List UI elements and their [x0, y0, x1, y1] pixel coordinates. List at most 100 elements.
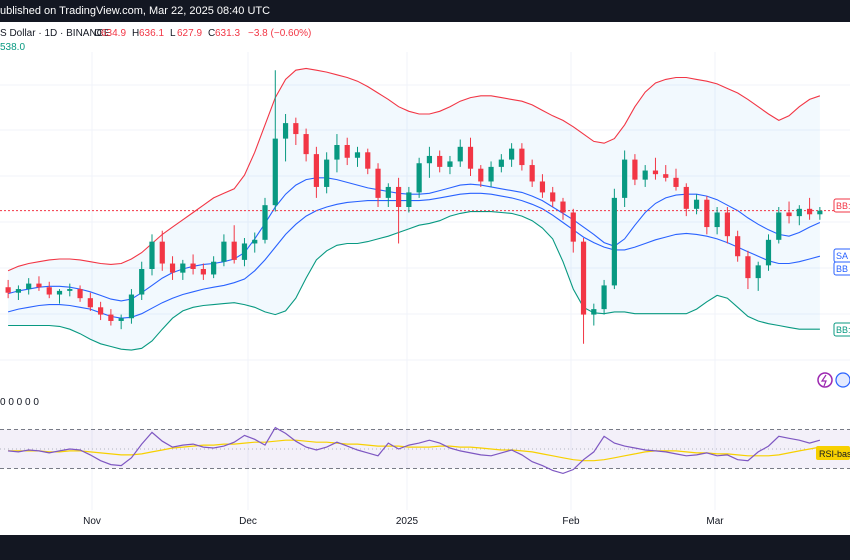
- candle[interactable]: [139, 261, 145, 300]
- price-chart[interactable]: S Dollar · 1D · BINANCE O 634.9 H 636.1 L 627…: [0, 0, 850, 535]
- candle[interactable]: [118, 314, 124, 330]
- candle[interactable]: [817, 207, 823, 220]
- candle[interactable]: [46, 281, 52, 299]
- candle-body: [796, 208, 802, 217]
- candle[interactable]: [457, 139, 463, 167]
- candle[interactable]: [683, 183, 689, 217]
- candle[interactable]: [395, 177, 402, 244]
- candle[interactable]: [591, 303, 597, 326]
- price-tag-label: BB: [836, 264, 848, 274]
- candle-body: [26, 283, 32, 290]
- candle[interactable]: [190, 254, 196, 275]
- candle-body: [108, 314, 114, 321]
- grid-lines: [0, 52, 850, 510]
- candle[interactable]: [519, 143, 525, 171]
- candle[interactable]: [159, 230, 165, 271]
- candle[interactable]: [622, 150, 628, 207]
- candle[interactable]: [673, 168, 679, 191]
- candle[interactable]: [272, 70, 278, 212]
- candle[interactable]: [509, 143, 515, 167]
- candle[interactable]: [5, 279, 11, 299]
- candle[interactable]: [241, 238, 248, 267]
- candle[interactable]: [478, 165, 484, 187]
- candle[interactable]: [15, 285, 22, 300]
- candle[interactable]: [108, 309, 114, 326]
- candle[interactable]: [303, 128, 309, 162]
- candle[interactable]: [745, 250, 751, 290]
- candle[interactable]: [796, 205, 802, 226]
- candle[interactable]: [550, 186, 556, 207]
- ohlc-values: O 634.9 H 636.1 L 627.9 C 631.3 −3.8 (−0.60%): [94, 28, 311, 39]
- candle[interactable]: [724, 207, 730, 244]
- candle-body: [241, 243, 248, 260]
- candle[interactable]: [765, 234, 772, 271]
- candle[interactable]: [354, 146, 361, 167]
- candle[interactable]: [652, 157, 659, 180]
- candle[interactable]: [77, 285, 83, 302]
- candle-body: [344, 145, 350, 158]
- candle[interactable]: [406, 186, 412, 213]
- candle[interactable]: [704, 196, 710, 235]
- candle[interactable]: [149, 234, 155, 276]
- candle[interactable]: [426, 146, 433, 178]
- x-axis-ticks: Nov Dec 2025 Feb Mar: [83, 516, 724, 527]
- candle[interactable]: [324, 152, 330, 194]
- candle[interactable]: [663, 165, 669, 182]
- candle[interactable]: [385, 183, 391, 207]
- candle[interactable]: [611, 188, 617, 290]
- candle[interactable]: [580, 238, 587, 344]
- candle[interactable]: [642, 165, 648, 187]
- candle[interactable]: [211, 256, 217, 279]
- candle[interactable]: [539, 174, 546, 198]
- candle-body: [324, 159, 330, 187]
- candle[interactable]: [334, 134, 340, 173]
- candle[interactable]: [447, 155, 453, 175]
- candle[interactable]: [806, 197, 813, 220]
- candle[interactable]: [416, 157, 422, 198]
- candle[interactable]: [344, 137, 350, 166]
- lightning-icon[interactable]: [817, 372, 833, 388]
- candle-body: [498, 159, 504, 167]
- candle[interactable]: [437, 150, 443, 173]
- candle[interactable]: [560, 197, 566, 220]
- candle[interactable]: [693, 194, 700, 215]
- candle[interactable]: [36, 276, 42, 291]
- candle[interactable]: [98, 301, 104, 321]
- candle[interactable]: [67, 283, 73, 297]
- candle[interactable]: [313, 146, 319, 198]
- candle[interactable]: [375, 163, 381, 207]
- candle[interactable]: [529, 159, 535, 187]
- price-tag: BB:: [833, 198, 850, 213]
- candle-body: [437, 155, 443, 167]
- candle[interactable]: [56, 289, 63, 304]
- candle[interactable]: [776, 207, 782, 244]
- candle[interactable]: [252, 232, 258, 253]
- candle[interactable]: [221, 234, 227, 267]
- candle[interactable]: [632, 154, 638, 186]
- candle[interactable]: [262, 197, 268, 244]
- candle-body: [642, 170, 648, 180]
- rsi-line: [8, 426, 821, 475]
- candle[interactable]: [467, 137, 474, 176]
- candle[interactable]: [488, 161, 494, 187]
- candle[interactable]: [735, 230, 741, 262]
- candle[interactable]: [87, 292, 93, 311]
- candle-body: [467, 146, 474, 169]
- candle[interactable]: [282, 114, 289, 162]
- candle[interactable]: [26, 278, 32, 295]
- candle[interactable]: [293, 117, 299, 145]
- candle[interactable]: [169, 256, 176, 280]
- candle[interactable]: [180, 259, 186, 280]
- candle[interactable]: [714, 207, 720, 235]
- candle[interactable]: [498, 154, 504, 173]
- candle[interactable]: [128, 289, 135, 324]
- legend-header: S Dollar · 1D · BINANCE O 634.9 H 636.1 L 627…: [0, 28, 311, 53]
- candle[interactable]: [601, 279, 607, 315]
- candle[interactable]: [200, 263, 206, 280]
- candle[interactable]: [786, 201, 792, 224]
- candle[interactable]: [755, 261, 761, 291]
- candle[interactable]: [365, 148, 371, 175]
- candle[interactable]: [570, 208, 576, 253]
- flag-icon[interactable]: [835, 372, 850, 388]
- candle[interactable]: [231, 225, 237, 264]
